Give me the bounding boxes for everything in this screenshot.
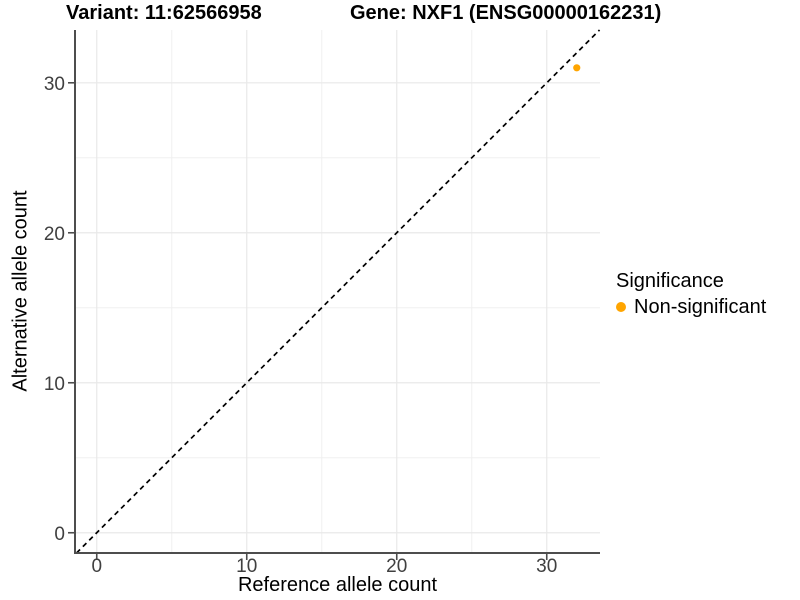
x-tick-label: 0 [91, 556, 102, 577]
data-point [573, 64, 581, 72]
x-axis-title: Reference allele count [237, 574, 437, 596]
y-tick-label: 10 [44, 374, 65, 395]
identity-line [75, 29, 601, 554]
y-tick-label: 20 [44, 224, 65, 245]
x-tick-label: 20 [386, 556, 407, 577]
plot-title-gene: Gene: NXF1 (ENSG00000162231) [350, 2, 662, 24]
legend-item: Non-significant [616, 296, 766, 318]
plot-title-variant: Variant: 11:62566958 [66, 2, 262, 24]
legend-point-icon [616, 302, 626, 312]
legend-title: Significance [616, 270, 724, 292]
legend-item-label: Non-significant [634, 296, 767, 318]
x-tick-label: 10 [236, 556, 257, 577]
y-tick-label: 0 [54, 524, 65, 545]
x-tick-label: 30 [536, 556, 557, 577]
legend: Significance Non-significant [616, 270, 766, 318]
y-axis-title: Alternative allele count [9, 190, 32, 392]
y-tick-label: 30 [44, 74, 65, 95]
